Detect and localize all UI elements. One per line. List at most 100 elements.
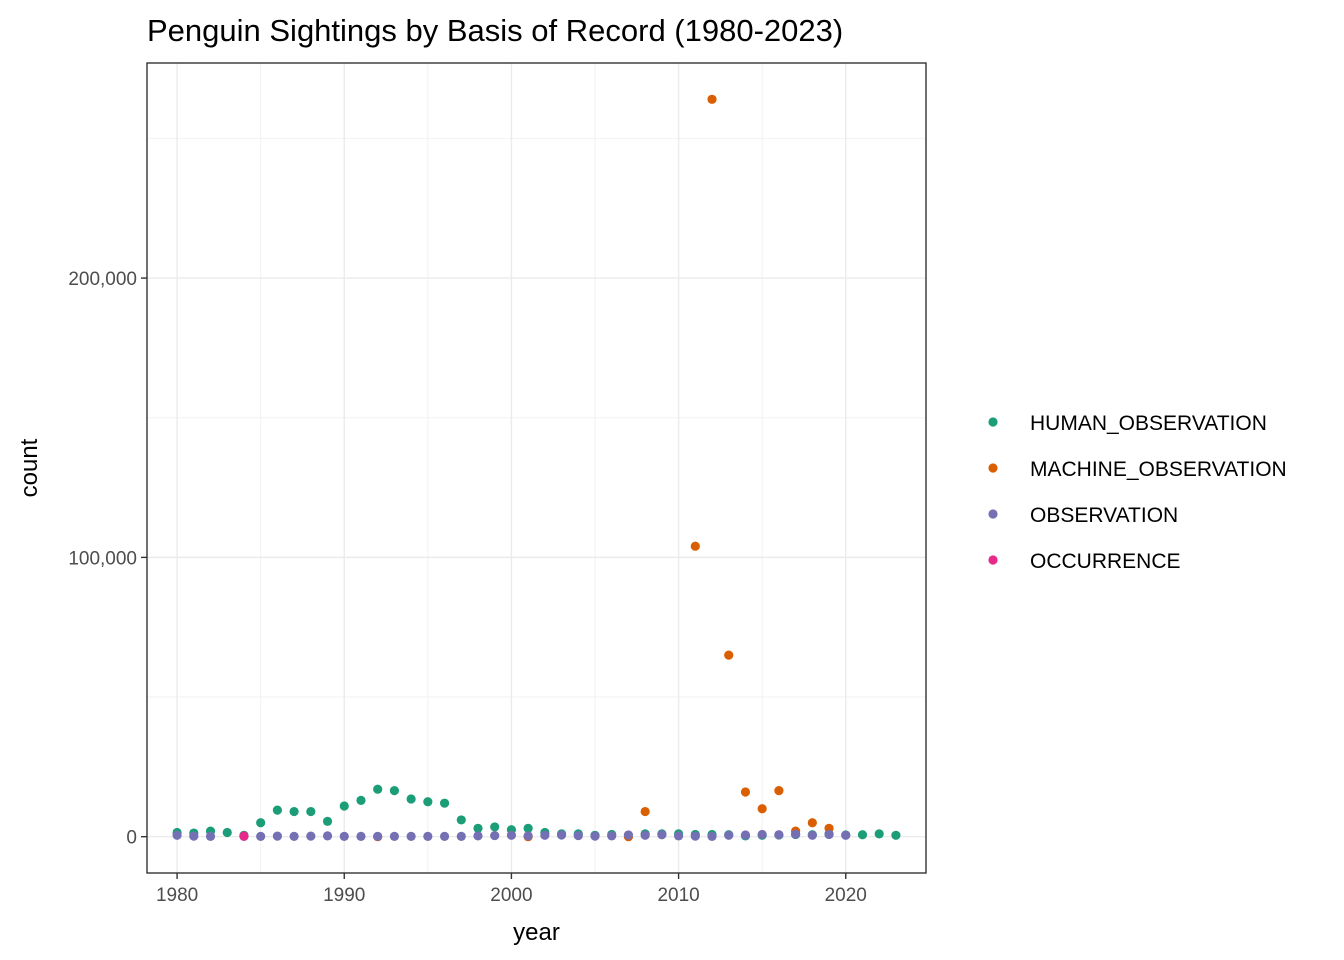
data-point — [456, 831, 466, 842]
data-point — [540, 830, 550, 840]
data-point — [473, 831, 483, 841]
data-point — [807, 818, 817, 828]
data-point — [657, 830, 667, 840]
axes-layer: 1980 1990 2000 2010 2020 0 100,000 200,000 — [68, 269, 867, 906]
data-point — [373, 784, 383, 794]
data-point — [891, 830, 901, 840]
data-point — [774, 786, 784, 796]
data-point — [406, 831, 416, 842]
data-point — [289, 831, 299, 842]
data-point — [707, 831, 717, 842]
chart-title: Penguin Sightings by Basis of Record (19… — [147, 13, 843, 48]
data-point — [306, 806, 316, 817]
data-point — [724, 650, 734, 660]
data-point — [272, 805, 282, 815]
data-point — [690, 831, 700, 841]
data-point — [389, 786, 400, 796]
legend-label: OCCURRENCE — [1030, 550, 1181, 573]
data-point — [673, 831, 684, 841]
data-point — [824, 829, 834, 840]
legend-label: OBSERVATION — [1030, 504, 1178, 527]
y-tick-label: 100,000 — [68, 548, 137, 569]
x-tick-label: 2010 — [657, 885, 699, 906]
legend-label: HUMAN_OBSERVATION — [1030, 412, 1267, 435]
data-point — [272, 831, 282, 841]
data-point — [473, 823, 483, 833]
data-point — [740, 787, 751, 797]
data-point — [289, 806, 299, 817]
x-tick-label: 2020 — [825, 885, 867, 906]
data-point — [740, 830, 751, 840]
y-tick-label: 0 — [126, 828, 137, 849]
plot-panel-border — [146, 62, 927, 874]
grid-layer — [147, 63, 926, 873]
y-tick-label: 200,000 — [68, 269, 137, 290]
series-machine-observation — [373, 94, 834, 842]
data-point — [439, 831, 450, 842]
data-point — [791, 829, 801, 839]
data-point — [757, 804, 767, 814]
data-point — [339, 801, 349, 811]
legend-item: HUMAN_OBSERVATION — [988, 412, 1267, 435]
data-point — [256, 818, 266, 828]
data-point — [423, 797, 433, 807]
y-axis-title: count — [16, 438, 43, 497]
data-point — [556, 830, 567, 840]
data-point — [172, 830, 182, 840]
data-point — [640, 806, 650, 817]
x-tick-label: 1980 — [156, 885, 198, 906]
data-point — [490, 822, 500, 832]
data-point — [423, 831, 433, 842]
data-point — [439, 798, 450, 808]
data-point — [523, 823, 533, 833]
legend-item: MACHINE_OBSERVATION — [988, 458, 1287, 481]
legend-label: MACHINE_OBSERVATION — [1030, 458, 1287, 481]
data-point — [506, 830, 517, 840]
legend-key — [988, 463, 998, 473]
data-point — [389, 831, 400, 842]
data-point — [857, 830, 868, 840]
data-point — [306, 831, 316, 841]
data-point — [623, 830, 634, 840]
series-observation — [172, 829, 851, 842]
data-point — [807, 830, 817, 840]
data-point — [205, 831, 216, 842]
legend-item: OCCURRENCE — [988, 550, 1181, 573]
data-point — [724, 830, 734, 840]
x-tick-label: 2000 — [490, 885, 532, 906]
legend-key — [988, 509, 998, 519]
data-point — [523, 831, 533, 841]
series-occurrence — [239, 831, 249, 841]
data-point — [356, 831, 366, 842]
points-layer — [172, 94, 901, 842]
data-point — [573, 830, 583, 841]
data-point — [757, 829, 767, 840]
data-point — [874, 829, 884, 839]
data-point — [322, 816, 333, 826]
legend-key — [988, 555, 998, 565]
data-point — [607, 831, 617, 841]
data-point — [339, 831, 349, 842]
data-point — [590, 831, 600, 841]
data-point — [356, 795, 366, 805]
data-point — [239, 831, 249, 841]
legend: HUMAN_OBSERVATION MACHINE_OBSERVATION OBSE… — [988, 412, 1287, 573]
data-point — [690, 541, 700, 551]
data-point — [189, 831, 199, 841]
legend-item: OBSERVATION — [988, 504, 1178, 527]
data-point — [322, 831, 333, 841]
data-point — [406, 794, 416, 804]
legend-key — [988, 417, 998, 427]
data-point — [640, 830, 650, 840]
data-point — [841, 830, 851, 840]
data-point — [490, 830, 500, 841]
data-point — [373, 831, 383, 842]
data-point — [707, 94, 717, 104]
data-point — [256, 831, 266, 842]
x-axis-title: year — [513, 919, 560, 946]
x-tick-label: 1990 — [323, 885, 365, 906]
data-point — [456, 815, 466, 825]
data-point — [774, 830, 784, 840]
